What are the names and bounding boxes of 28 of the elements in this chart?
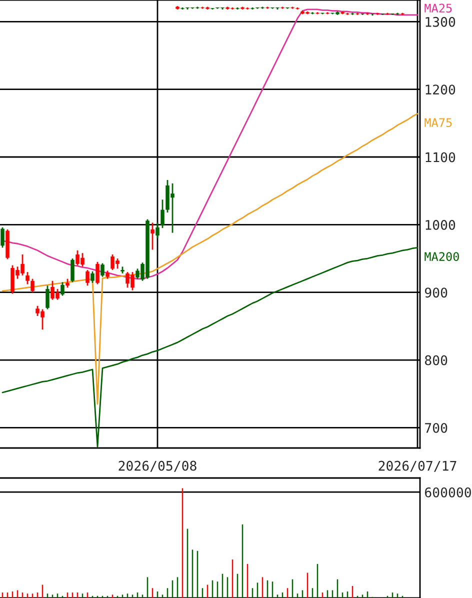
y-tick-label: 1100 [426, 152, 456, 162]
candlestick [86, 269, 90, 286]
candlestick [96, 261, 100, 285]
y-tick-label: 600000 [425, 487, 471, 498]
candlestick [46, 284, 50, 310]
candlestick [90, 270, 94, 284]
candlestick [156, 222, 160, 239]
line-series [2, 246, 418, 448]
y-tick-label: 700 [425, 422, 448, 433]
y-tick-label: 1300 [426, 16, 456, 27]
candlestick [60, 282, 64, 296]
x-tick-label: 2026/07/17 [378, 460, 456, 472]
candlestick [70, 258, 74, 283]
candlestick [0, 226, 4, 248]
series-label: MA25 [424, 4, 452, 13]
candlestick [100, 262, 104, 278]
series-label: MA75 [424, 118, 452, 128]
candlestick [160, 198, 164, 229]
candlestick [150, 222, 154, 250]
candlestick [30, 278, 34, 294]
y-tick-label: 900 [424, 288, 448, 298]
line-series [2, 112, 418, 405]
x-tick-label: 2026/05/08 [118, 460, 196, 472]
y-tick-label: 1000 [426, 220, 456, 230]
series-label: MA200 [424, 252, 459, 262]
y-tick-label: 1200 [426, 84, 456, 95]
y-tick-label: 800 [425, 355, 448, 366]
candlestick [26, 271, 30, 285]
